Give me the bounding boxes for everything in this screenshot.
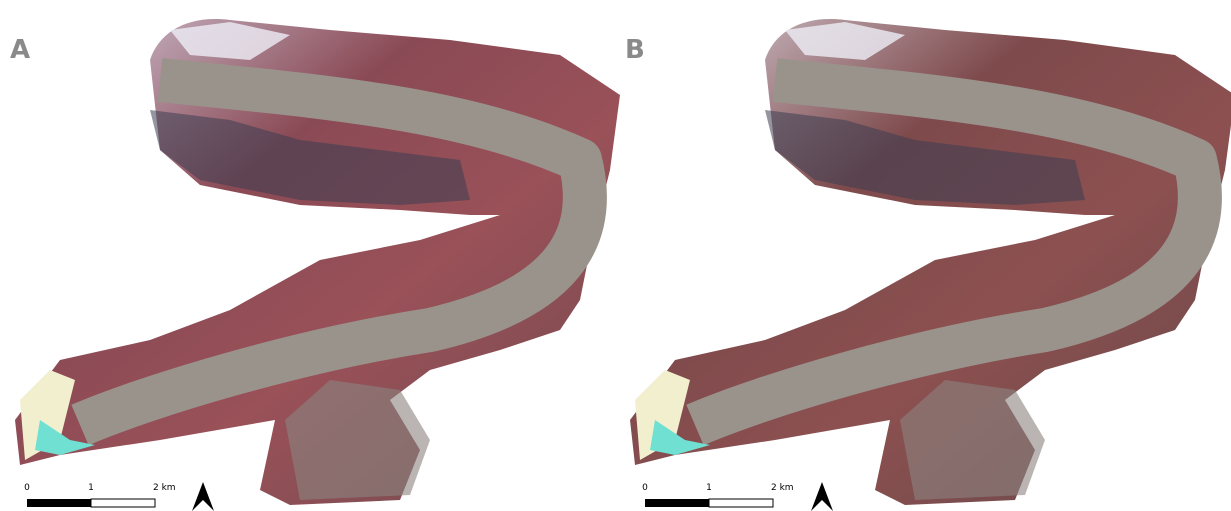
panel-label: B xyxy=(625,35,645,65)
north-arrow xyxy=(811,482,833,511)
panel-b: B 0 1 2 km xyxy=(625,19,1231,511)
scale-segment xyxy=(91,499,155,507)
scale-segment xyxy=(27,499,91,507)
panel-a: A 0 1 2 km xyxy=(10,19,620,511)
panel-label: A xyxy=(10,35,30,65)
scale-segment xyxy=(709,499,773,507)
scale-tick: 1 xyxy=(88,483,94,493)
satellite-image xyxy=(15,19,620,505)
scale-tick: 2 km xyxy=(771,483,794,493)
scale-tick: 2 km xyxy=(153,483,176,493)
scale-tick: 0 xyxy=(642,483,648,493)
scale-tick: 1 xyxy=(706,483,712,493)
north-arrow xyxy=(192,482,214,511)
scale-segment xyxy=(645,499,709,507)
figure: A 0 1 2 km B 0 1 2 km xyxy=(0,0,1231,511)
satellite-image xyxy=(630,19,1231,505)
scale-tick: 0 xyxy=(24,483,30,493)
